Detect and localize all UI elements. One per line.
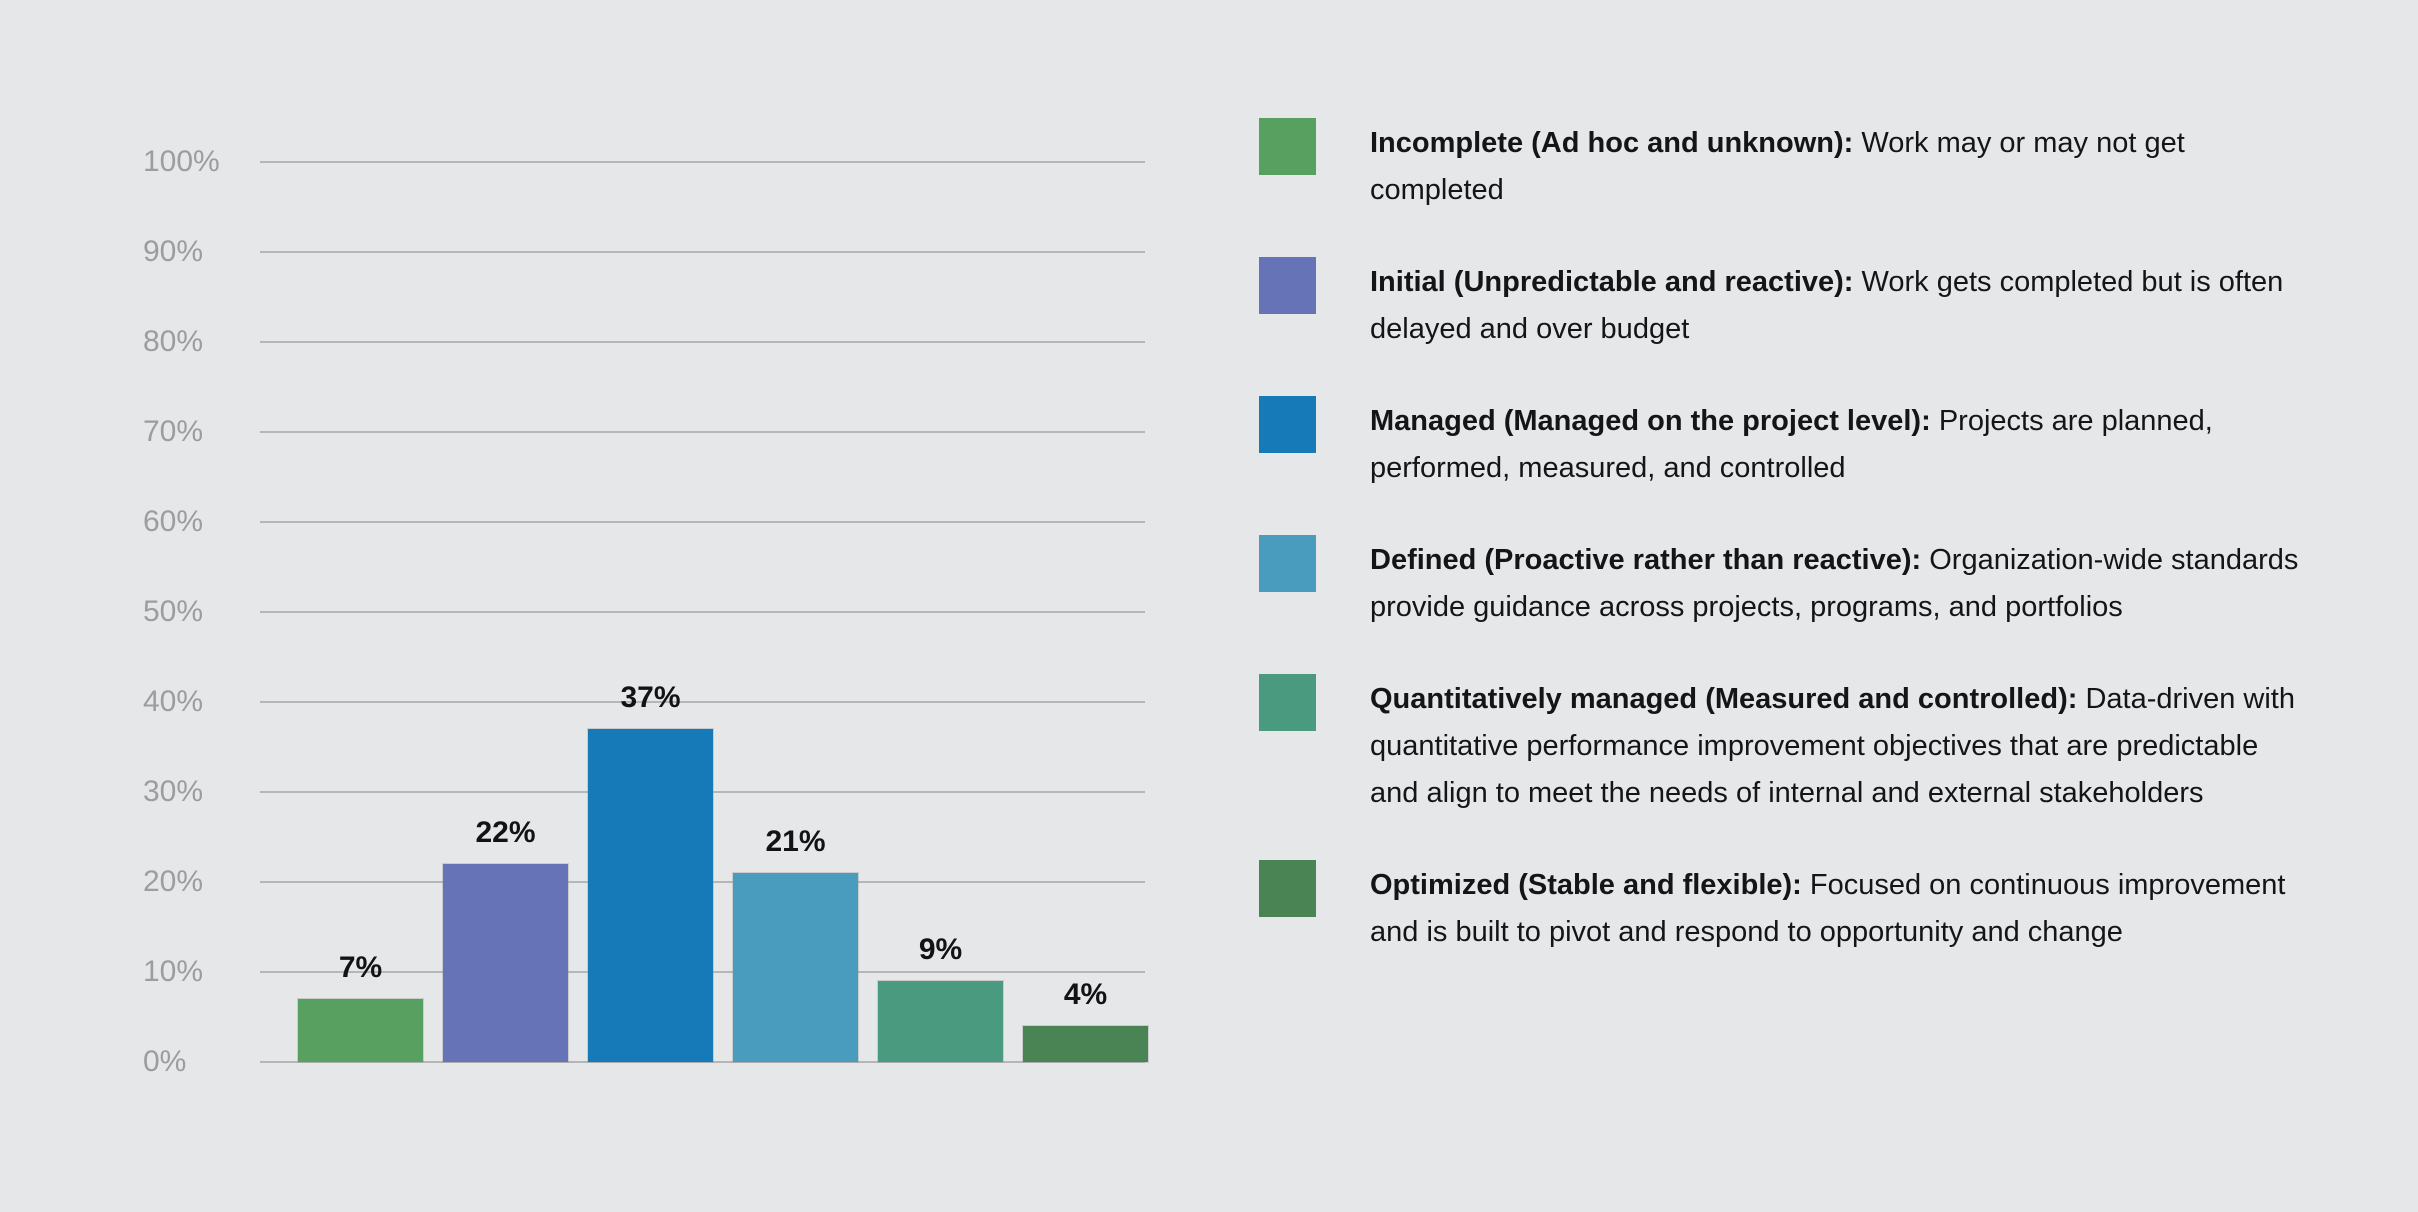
gridline	[260, 521, 1145, 523]
chart-legend: Incomplete (Ad hoc and unknown): Work ma…	[1259, 118, 2369, 1001]
legend-swatch-incomplete	[1259, 118, 1316, 175]
bar-value-label: 4%	[1063, 978, 1108, 1011]
bar-managed: 37%	[588, 681, 713, 1062]
legend-entry-optimized: Optimized (Stable and flexible): Focused…	[1259, 860, 2369, 956]
legend-description: Projects are planned, performed, measure…	[1370, 405, 2213, 484]
bar-value-label: 21%	[765, 825, 826, 858]
bar-value-label: 7%	[338, 951, 383, 984]
bar-chart: 7% 22% 37% 21% 9% 4%	[260, 161, 1148, 1063]
y-axis-tick-label: 90%	[143, 235, 204, 268]
legend-text: Initial (Unpredictable and reactive): Wo…	[1370, 259, 2310, 353]
legend-swatch-optimized	[1259, 860, 1316, 917]
y-axis-tick-label: 10%	[143, 955, 204, 988]
legend-entry-incomplete: Incomplete (Ad hoc and unknown): Work ma…	[1259, 118, 2369, 214]
legend-term: Optimized (Stable and flexible):	[1370, 869, 1802, 901]
legend-term: Quantitatively managed (Measured and con…	[1370, 683, 2078, 715]
bar-defined: 21%	[733, 825, 858, 1062]
legend-description: Focused on continuous improvement and is…	[1370, 869, 2286, 948]
legend-description: Data-driven with quantitative performanc…	[1370, 683, 2295, 809]
legend-text: Defined (Proactive rather than reactive)…	[1370, 537, 2310, 631]
bar-value-label: 37%	[620, 681, 681, 714]
bar-value-label: 9%	[918, 933, 963, 966]
legend-entry-quantitatively-managed: Quantitatively managed (Measured and con…	[1259, 674, 2369, 817]
legend-entry-defined: Defined (Proactive rather than reactive)…	[1259, 535, 2369, 631]
legend-text: Optimized (Stable and flexible): Focused…	[1370, 862, 2310, 956]
y-axis-tick-label: 20%	[143, 865, 204, 898]
legend-entry-initial: Initial (Unpredictable and reactive): Wo…	[1259, 257, 2369, 353]
gridline	[260, 701, 1145, 703]
y-axis-tick-label: 60%	[143, 505, 204, 538]
y-axis-tick-label: 50%	[143, 595, 204, 628]
y-axis-tick-label: 30%	[143, 775, 204, 808]
gridline	[260, 611, 1145, 613]
legend-swatch-quantitatively-managed	[1259, 674, 1316, 731]
gridline	[260, 341, 1145, 343]
y-axis-tick-label: 0%	[143, 1045, 187, 1078]
bar-value-label: 22%	[475, 816, 536, 849]
y-axis-tick-label: 70%	[143, 415, 204, 448]
legend-text: Quantitatively managed (Measured and con…	[1370, 676, 2310, 817]
legend-term: Managed (Managed on the project level):	[1370, 405, 1931, 437]
legend-description: Organization-wide standards provide guid…	[1370, 544, 2299, 623]
gridline	[260, 1061, 1145, 1063]
legend-text: Incomplete (Ad hoc and unknown): Work ma…	[1370, 120, 2310, 214]
legend-swatch-defined	[1259, 535, 1316, 592]
bar-incomplete: 7%	[298, 951, 423, 1062]
legend-text: Managed (Managed on the project level): …	[1370, 398, 2310, 492]
legend-term: Incomplete (Ad hoc and unknown):	[1370, 127, 1854, 159]
legend-swatch-initial	[1259, 257, 1316, 314]
y-axis-tick-label: 80%	[143, 325, 204, 358]
legend-description: Work may or may not get completed	[1370, 127, 2185, 206]
bar-initial: 22%	[443, 816, 568, 1062]
y-axis-tick-label: 40%	[143, 685, 204, 718]
legend-swatch-managed	[1259, 396, 1316, 453]
gridline	[260, 251, 1145, 253]
legend-description: Work gets completed but is often delayed…	[1370, 266, 2284, 345]
bar-quantitatively-managed: 9%	[878, 933, 1003, 1062]
gridline	[260, 431, 1145, 433]
y-axis-tick-label: 100%	[143, 145, 220, 178]
legend-term: Initial (Unpredictable and reactive):	[1370, 266, 1854, 298]
legend-term: Defined (Proactive rather than reactive)…	[1370, 544, 1922, 576]
gridline	[260, 161, 1145, 163]
legend-entry-managed: Managed (Managed on the project level): …	[1259, 396, 2369, 492]
bar-optimized: 4%	[1023, 978, 1148, 1062]
